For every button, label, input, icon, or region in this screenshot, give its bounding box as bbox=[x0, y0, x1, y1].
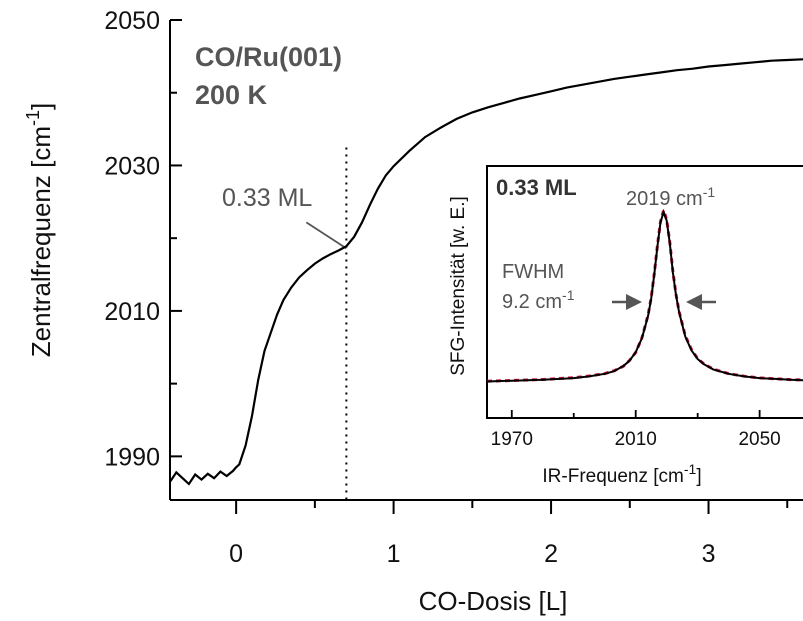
y-tick-label: 2010 bbox=[104, 298, 160, 326]
x-axis-label: CO-Dosis [L] bbox=[419, 586, 568, 616]
inset-fwhm-label: FWHM bbox=[502, 261, 564, 283]
main-x-ticks: 0 1 2 3 bbox=[229, 500, 789, 568]
fwhm-arrow-left bbox=[612, 294, 642, 310]
inset-plot: 1970 2010 2050 0.33 ML 2019 cm-1 FWHM 9.2 … bbox=[448, 165, 803, 487]
fwhm-arrow-right bbox=[686, 294, 716, 310]
inset-frame bbox=[486, 165, 803, 419]
marker-label: 0.33 ML bbox=[222, 184, 312, 212]
temperature-label: 200 K bbox=[195, 80, 268, 110]
inset-x-tick-label: 2050 bbox=[738, 429, 780, 450]
x-tick-label: 2 bbox=[544, 540, 558, 568]
main-y-ticks: 1990 2010 2030 2050 bbox=[104, 7, 182, 471]
y-axis-label: Zentralfrequenz [cm-1] bbox=[23, 103, 56, 357]
y-tick-label: 2050 bbox=[104, 7, 160, 35]
x-tick-label: 0 bbox=[229, 540, 243, 568]
inset-x-ticks: 1970 2010 2050 bbox=[491, 410, 781, 450]
inset-y-axis-label: SFG-Intensität [w. E.] bbox=[448, 196, 469, 376]
inset-series-spectrum bbox=[486, 208, 803, 383]
sample-label: CO/Ru(001) bbox=[195, 42, 342, 72]
inset-x-tick-label: 2010 bbox=[615, 429, 657, 450]
inset-fwhm-value: 9.2 cm-1 bbox=[502, 287, 575, 313]
inset-x-axis-label: IR-Frequenz [cm-1] bbox=[542, 461, 701, 487]
inset-x-tick-label: 1970 bbox=[491, 429, 533, 450]
inset-title: 0.33 ML bbox=[496, 175, 577, 200]
x-tick-label: 3 bbox=[702, 540, 716, 568]
series-line-center-frequency bbox=[169, 58, 803, 486]
marker-leader-line bbox=[305, 221, 347, 250]
y-tick-label: 1990 bbox=[104, 443, 160, 471]
inset-peak-label: 2019 cm-1 bbox=[626, 184, 715, 210]
main-plot: 1990 2010 2030 2050 0 1 2 3 0.33 ML CO/Ru(001)… bbox=[23, 7, 803, 616]
x-tick-label: 1 bbox=[387, 540, 401, 568]
y-tick-label: 2030 bbox=[104, 152, 160, 180]
